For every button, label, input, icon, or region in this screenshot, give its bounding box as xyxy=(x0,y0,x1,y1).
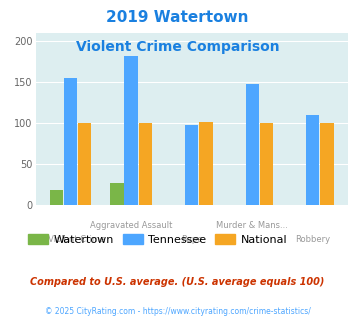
Text: Murder & Mans...: Murder & Mans... xyxy=(216,221,288,230)
Text: Aggravated Assault: Aggravated Assault xyxy=(90,221,172,230)
Text: © 2025 CityRating.com - https://www.cityrating.com/crime-statistics/: © 2025 CityRating.com - https://www.city… xyxy=(45,307,310,316)
Text: Compared to U.S. average. (U.S. average equals 100): Compared to U.S. average. (U.S. average … xyxy=(30,277,325,287)
Bar xyxy=(64,78,77,205)
Bar xyxy=(246,84,259,205)
Text: Robbery: Robbery xyxy=(295,235,331,244)
Text: All Violent Crime: All Violent Crime xyxy=(36,235,106,244)
Bar xyxy=(260,123,273,205)
Bar xyxy=(306,115,320,205)
Text: Rape: Rape xyxy=(181,235,202,244)
Bar xyxy=(125,56,138,205)
Bar xyxy=(199,122,213,205)
Bar xyxy=(78,123,92,205)
Bar xyxy=(50,190,63,205)
Bar xyxy=(139,123,152,205)
Text: 2019 Watertown: 2019 Watertown xyxy=(106,10,249,25)
Bar xyxy=(320,123,334,205)
Text: Violent Crime Comparison: Violent Crime Comparison xyxy=(76,40,279,53)
Legend: Watertown, Tennessee, National: Watertown, Tennessee, National xyxy=(23,230,292,249)
Bar xyxy=(185,124,198,205)
Bar xyxy=(110,182,124,205)
